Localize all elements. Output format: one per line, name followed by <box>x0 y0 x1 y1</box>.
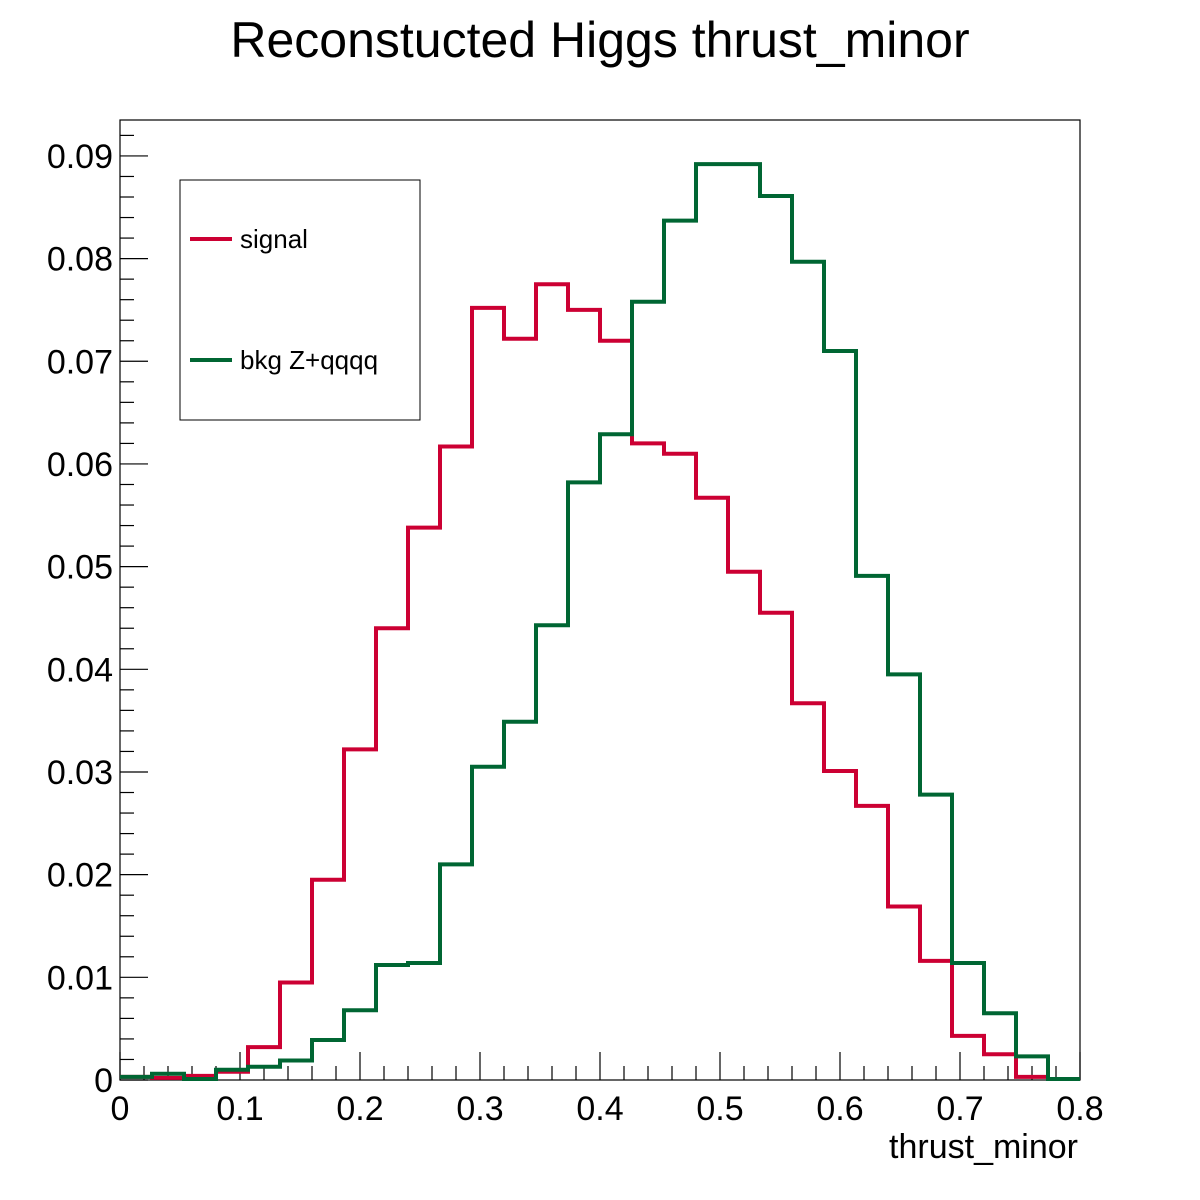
legend: signal bkg Z+qqqq <box>179 179 421 421</box>
x-tick-label: 0 <box>111 1090 130 1128</box>
y-tick-label: 0.03 <box>47 754 113 792</box>
y-tick-label: 0.04 <box>47 651 113 689</box>
x-tick-label: 0.6 <box>816 1090 863 1128</box>
x-tick-label: 0.5 <box>696 1090 743 1128</box>
legend-label-bkg: bkg Z+qqqq <box>240 345 378 375</box>
y-axis: 0 0.01 0.02 0.03 0.04 0.05 0.06 0.07 0.08 0.09 <box>47 134 148 1100</box>
legend-label-signal: signal <box>240 224 308 254</box>
x-axis: 0 0.1 0.2 0.3 0.4 0.5 0.6 0.7 0.8 <box>111 1052 1104 1128</box>
y-tick-label: 0.01 <box>47 959 113 997</box>
x-axis-label: thrust_minor <box>889 1128 1078 1166</box>
x-tick-label: 0.1 <box>216 1090 263 1128</box>
y-tick-label: 0.02 <box>47 857 113 895</box>
y-tick-label: 0.08 <box>47 241 113 279</box>
x-tick-label: 0.8 <box>1056 1090 1103 1128</box>
x-tick-label: 0.3 <box>456 1090 503 1128</box>
y-tick-label: 0.05 <box>47 549 113 587</box>
x-tick-label: 0.7 <box>936 1090 983 1128</box>
series-layer <box>120 162 1080 1081</box>
legend-box <box>179 179 421 421</box>
y-tick-label: 0.07 <box>47 343 113 381</box>
x-tick-label: 0.4 <box>576 1090 623 1128</box>
y-tick-label: 0.09 <box>47 138 113 176</box>
y-tick-label: 0.06 <box>47 446 113 484</box>
x-tick-label: 0.2 <box>336 1090 383 1128</box>
series-line-0 <box>120 282 1080 1081</box>
series-line-1 <box>120 162 1080 1081</box>
chart-title: Reconstucted Higgs thrust_minor <box>230 12 969 68</box>
y-tick-label: 0 <box>94 1062 113 1100</box>
